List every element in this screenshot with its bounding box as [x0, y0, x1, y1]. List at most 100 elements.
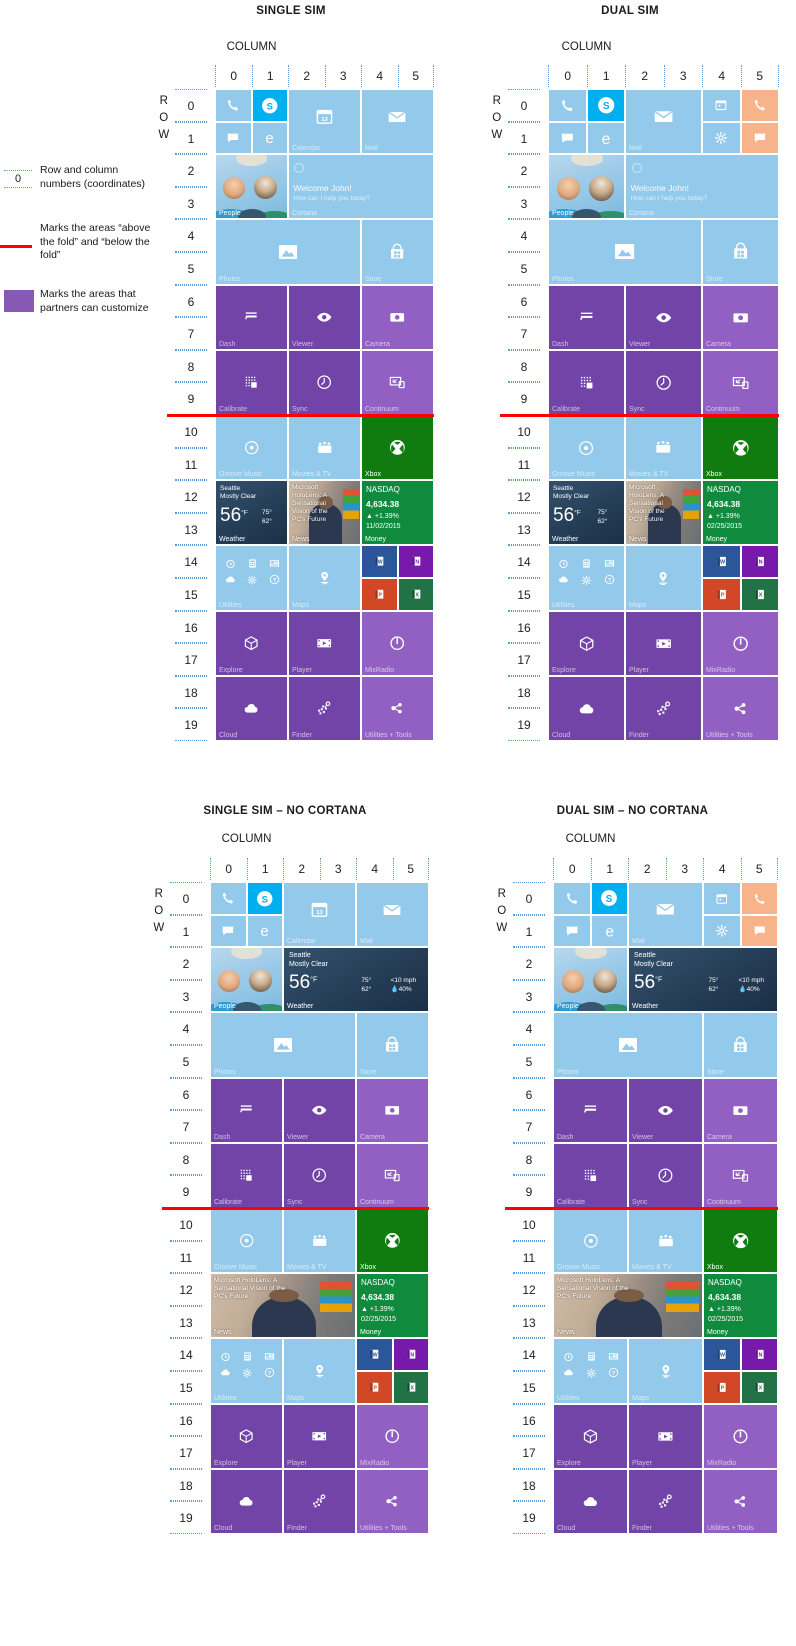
tile-messaging-2[interactable]	[740, 914, 778, 948]
tile-cloud[interactable]: Cloud	[215, 675, 288, 741]
tile-calibrate[interactable]: Calibrate	[210, 1142, 283, 1208]
tile-viewer[interactable]: Viewer	[283, 1077, 356, 1143]
tile-dash[interactable]: Dash	[553, 1077, 628, 1143]
tile-skype[interactable]: S	[590, 882, 628, 915]
tile-movies[interactable]: Movies & TV	[283, 1208, 356, 1274]
tile-calibrate[interactable]: Calibrate	[553, 1142, 628, 1208]
tile-maps[interactable]: Maps	[625, 545, 702, 611]
tile-onenote[interactable]: N	[740, 1338, 778, 1371]
tile-photos[interactable]: Photos	[210, 1012, 356, 1078]
tile-utilities[interactable]: ? Utilities	[210, 1338, 283, 1404]
tile-store[interactable]: Store	[703, 1012, 778, 1078]
tile-powerpoint[interactable]: P	[356, 1371, 393, 1404]
tile-utilities[interactable]: ? Utilities	[553, 1338, 628, 1404]
tile-powerpoint[interactable]: P	[703, 1371, 741, 1404]
tile-maps[interactable]: Maps	[283, 1338, 356, 1404]
tile-calendar[interactable]: 13 Calendar	[283, 882, 356, 948]
tile-viewer[interactable]: Viewer	[625, 284, 702, 350]
tile-mail[interactable]: Mail	[356, 882, 429, 948]
tile-groove[interactable]: Groove Music	[215, 415, 288, 481]
tile-powerpoint[interactable]: P	[702, 578, 741, 611]
tile-xbox[interactable]: Xbox	[702, 415, 779, 481]
tile-edge[interactable]: e	[246, 914, 283, 948]
tile-mixradio[interactable]: MixRadio	[703, 1403, 778, 1469]
tile-utilities-tools[interactable]: Utilities + Tools	[356, 1468, 429, 1534]
tile-settings[interactable]	[703, 914, 741, 948]
tile-utilities[interactable]: ? Utilities	[215, 545, 288, 611]
tile-excel[interactable]: X	[740, 578, 779, 611]
tile-cloud[interactable]: Cloud	[553, 1468, 628, 1534]
tile-calibrate[interactable]: Calibrate	[215, 349, 288, 415]
tile-groove[interactable]: Groove Music	[553, 1208, 628, 1274]
tile-phone[interactable]	[548, 89, 587, 122]
tile-edge[interactable]: e	[586, 121, 625, 155]
tile-dash[interactable]: Dash	[210, 1077, 283, 1143]
tile-excel[interactable]: X	[392, 1371, 429, 1404]
tile-explore[interactable]: Explore	[553, 1403, 628, 1469]
tile-edge[interactable]: e	[590, 914, 628, 948]
tile-viewer[interactable]: Viewer	[288, 284, 361, 350]
tile-utilities-tools[interactable]: Utilities + Tools	[703, 1468, 778, 1534]
tile-continuum[interactable]: Continuum	[361, 349, 434, 415]
tile-news[interactable]: Microsoft HoloLens: A Sensational Vision…	[625, 480, 702, 546]
tile-messaging[interactable]	[553, 914, 591, 948]
tile-word[interactable]: W	[702, 545, 741, 578]
tile-movies[interactable]: Movies & TV	[625, 415, 702, 481]
tile-money[interactable]: NASDAQ 4,634.38 ▲ +1.39% 02/25/2015 Money	[702, 480, 779, 546]
tile-weather[interactable]: Seattle Mostly Clear 56°F 75° 62° Weather	[215, 480, 288, 546]
tile-utilities[interactable]: ? Utilities	[548, 545, 625, 611]
tile-money[interactable]: NASDAQ 4,634.38 ▲ +1.39% 02/25/2015 Money	[703, 1273, 778, 1339]
tile-player[interactable]: Player	[288, 610, 361, 676]
tile-camera[interactable]: Camera	[356, 1077, 429, 1143]
tile-settings[interactable]	[702, 121, 741, 155]
tile-weather-wide[interactable]: Seattle Mostly Clear 56°F 75° 62° <10 mph 💧40%…	[283, 947, 429, 1013]
tile-mixradio[interactable]: MixRadio	[356, 1403, 429, 1469]
tile-mail[interactable]: Mail	[361, 89, 434, 155]
tile-news[interactable]: Microsoft HoloLens: A Sensational Vision…	[553, 1273, 703, 1339]
tile-viewer[interactable]: Viewer	[628, 1077, 703, 1143]
tile-calibrate[interactable]: Calibrate	[548, 349, 625, 415]
tile-sync[interactable]: Sync	[288, 349, 361, 415]
tile-calendar-small[interactable]	[703, 882, 741, 915]
tile-movies[interactable]: Movies & TV	[288, 415, 361, 481]
tile-cloud[interactable]: Cloud	[210, 1468, 283, 1534]
tile-xbox[interactable]: Xbox	[703, 1208, 778, 1274]
tile-dash[interactable]: Dash	[215, 284, 288, 350]
tile-finder[interactable]: Finder	[283, 1468, 356, 1534]
tile-skype[interactable]: S	[586, 89, 625, 122]
tile-phone-2[interactable]	[740, 882, 778, 915]
tile-messaging-2[interactable]	[740, 121, 779, 155]
tile-player[interactable]: Player	[283, 1403, 356, 1469]
tile-mixradio[interactable]: MixRadio	[361, 610, 434, 676]
tile-mail[interactable]: Mail	[625, 89, 702, 155]
tile-continuum[interactable]: Continuum	[702, 349, 779, 415]
tile-excel[interactable]: X	[397, 578, 434, 611]
tile-explore[interactable]: Explore	[548, 610, 625, 676]
tile-phone[interactable]	[210, 882, 247, 915]
tile-people[interactable]: People	[548, 154, 625, 220]
tile-skype[interactable]: S	[246, 882, 283, 915]
tile-edge[interactable]: e	[251, 121, 288, 155]
tile-utilities-tools[interactable]: Utilities + Tools	[702, 675, 779, 741]
tile-utilities-tools[interactable]: Utilities + Tools	[361, 675, 434, 741]
tile-finder[interactable]: Finder	[625, 675, 702, 741]
tile-messaging[interactable]	[215, 121, 252, 155]
tile-camera[interactable]: Camera	[703, 1077, 778, 1143]
tile-weather[interactable]: Seattle Mostly Clear 56°F 75° 62° Weather	[548, 480, 625, 546]
tile-explore[interactable]: Explore	[215, 610, 288, 676]
tile-groove[interactable]: Groove Music	[210, 1208, 283, 1274]
tile-people[interactable]: People	[553, 947, 628, 1013]
tile-maps[interactable]: Maps	[628, 1338, 703, 1404]
tile-player[interactable]: Player	[625, 610, 702, 676]
tile-excel[interactable]: X	[740, 1371, 778, 1404]
tile-cloud[interactable]: Cloud	[548, 675, 625, 741]
tile-maps[interactable]: Maps	[288, 545, 361, 611]
tile-skype[interactable]: S	[251, 89, 288, 122]
tile-weather-wide[interactable]: Seattle Mostly Clear 56°F 75° 62° <10 mph 💧40%…	[628, 947, 778, 1013]
tile-continuum[interactable]: Continuum	[356, 1142, 429, 1208]
tile-photos[interactable]: Photos	[548, 219, 702, 285]
tile-people[interactable]: People	[215, 154, 288, 220]
tile-finder[interactable]: Finder	[628, 1468, 703, 1534]
tile-explore[interactable]: Explore	[210, 1403, 283, 1469]
tile-store[interactable]: Store	[702, 219, 779, 285]
